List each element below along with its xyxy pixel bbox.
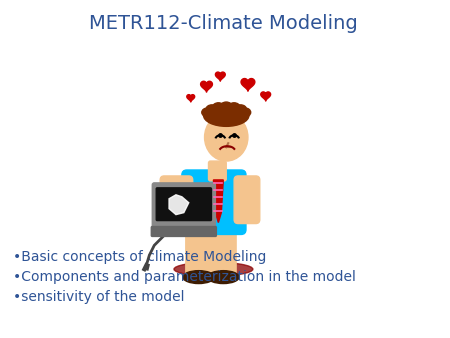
FancyBboxPatch shape: [234, 176, 260, 223]
Ellipse shape: [203, 104, 249, 126]
FancyBboxPatch shape: [160, 176, 193, 223]
Ellipse shape: [174, 262, 253, 276]
Ellipse shape: [228, 103, 240, 112]
FancyBboxPatch shape: [211, 222, 236, 277]
Ellipse shape: [235, 105, 247, 114]
Ellipse shape: [206, 105, 218, 114]
Text: •sensitivity of the model: •sensitivity of the model: [13, 290, 184, 304]
Text: •Basic concepts of climate Modeling: •Basic concepts of climate Modeling: [13, 250, 266, 264]
Ellipse shape: [220, 102, 232, 111]
Polygon shape: [261, 92, 270, 101]
Text: METR112-Climate Modeling: METR112-Climate Modeling: [89, 14, 358, 33]
Polygon shape: [187, 95, 195, 102]
Ellipse shape: [207, 271, 239, 284]
FancyBboxPatch shape: [151, 226, 216, 237]
FancyBboxPatch shape: [208, 161, 226, 181]
Polygon shape: [216, 72, 225, 81]
Text: •Components and parameterization in the model: •Components and parameterization in the …: [13, 270, 356, 284]
Polygon shape: [213, 180, 223, 222]
FancyBboxPatch shape: [156, 188, 211, 221]
Ellipse shape: [183, 271, 214, 284]
FancyBboxPatch shape: [182, 170, 246, 235]
Ellipse shape: [239, 108, 251, 117]
FancyBboxPatch shape: [186, 222, 212, 277]
Polygon shape: [169, 195, 189, 215]
Polygon shape: [241, 78, 255, 91]
FancyBboxPatch shape: [152, 183, 216, 232]
Ellipse shape: [205, 114, 248, 161]
Ellipse shape: [202, 108, 214, 117]
Polygon shape: [201, 81, 212, 92]
Ellipse shape: [212, 103, 225, 112]
